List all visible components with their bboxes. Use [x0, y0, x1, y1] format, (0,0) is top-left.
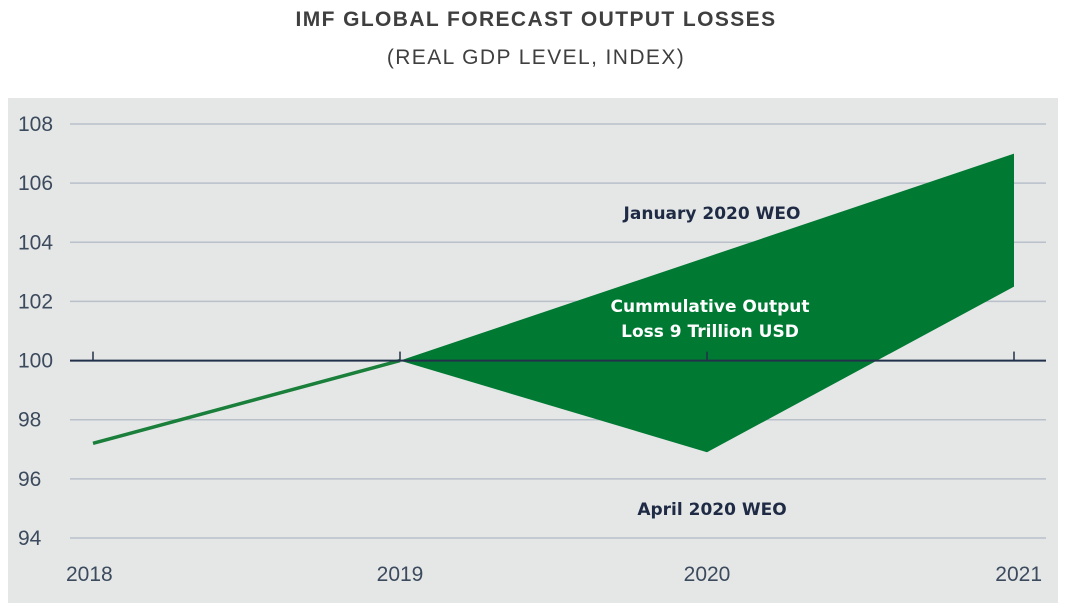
series-label-january-2020-weo: January 2020 WEO [623, 204, 801, 224]
series-label-april-2020-weo: April 2020 WEO [637, 500, 786, 520]
series-line-2018-2019 [92, 358, 401, 446]
output-loss-label-line-1: Cummulative Output [611, 297, 810, 317]
y-tick-label-94: 94 [18, 527, 42, 550]
y-tick-label-96: 96 [18, 468, 41, 491]
output-loss-label-line-2: Loss 9 Trillion USD [621, 322, 799, 342]
y-tick-label-108: 108 [18, 113, 53, 136]
output-loss-area [400, 153, 1014, 453]
x-tick-label-2018: 2018 [66, 563, 113, 586]
y-tick-label-100: 100 [18, 350, 53, 373]
y-tick-label-98: 98 [18, 409, 41, 432]
x-tick-label-2020: 2020 [684, 563, 731, 586]
y-tick-label-102: 102 [18, 290, 53, 313]
x-tick-label-2019: 2019 [377, 563, 424, 586]
y-tick-label-104: 104 [18, 231, 53, 254]
chart-subtitle: (REAL GDP LEVEL, INDEX) [386, 46, 686, 69]
chart-title: IMF GLOBAL FORECAST OUTPUT LOSSES [295, 8, 777, 31]
x-tick-label-2021: 2021 [995, 563, 1042, 586]
y-tick-label-106: 106 [18, 172, 53, 195]
